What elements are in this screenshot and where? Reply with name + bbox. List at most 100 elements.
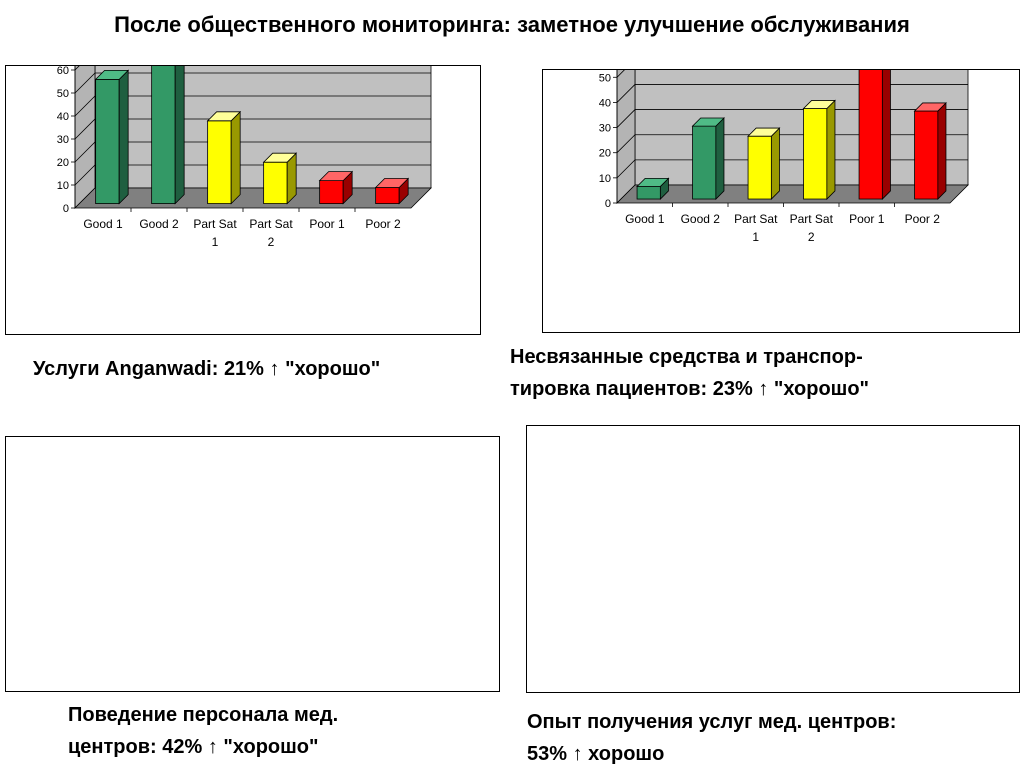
bar [747, 127, 781, 201]
x-tick-label: Good 2 [139, 217, 179, 231]
bar-top [262, 152, 298, 163]
bar-front [207, 120, 232, 205]
chart-back-wall [94, 66, 432, 189]
caption-staff-behaviour: Поведение персонала мед. центров: 42% ↑ … [68, 699, 338, 763]
x-tick-label: 2 [808, 230, 815, 244]
y-tick-label: 10 [57, 180, 69, 192]
gridline [74, 72, 431, 94]
y-tick-label: 0 [63, 203, 69, 215]
caption-line: Услуги Anganwadi: 21% ↑ "хорошо" [33, 358, 381, 380]
bar [802, 99, 836, 201]
bar-side [826, 99, 836, 201]
gridline [74, 164, 431, 186]
y-tick-label: 20 [599, 148, 611, 160]
x-tick-label: Poor 2 [365, 217, 401, 231]
caption-line: Опыт получения услуг мед. центров: [527, 711, 897, 733]
x-tick-label: 1 [212, 235, 219, 249]
bar [913, 101, 947, 201]
bar-front [747, 135, 772, 200]
bar-top [206, 111, 242, 122]
y-tick-label: 30 [599, 123, 611, 135]
x-tick-label: Good 1 [83, 217, 123, 231]
bar [94, 69, 130, 205]
bar-front [151, 66, 176, 204]
bar-side [881, 70, 891, 201]
bar-side [715, 117, 725, 201]
bar-front [319, 180, 344, 204]
gridline [74, 118, 431, 140]
bar-front [803, 108, 828, 200]
bar-front [914, 110, 939, 200]
x-tick-label: Part Sat [734, 212, 778, 226]
bar-top [802, 100, 836, 109]
gridline [74, 95, 431, 117]
caption-transport: Несвязанные средства и транспор- тировка… [510, 341, 869, 405]
bar [636, 177, 670, 201]
bar-top [636, 177, 670, 187]
gridline [74, 141, 431, 163]
x-tick-label: Poor 1 [309, 217, 345, 231]
x-tick-label: Good 1 [625, 212, 665, 226]
bar [374, 177, 410, 205]
caption-line: центров: 42% ↑ "хорошо" [68, 736, 319, 758]
y-tick-label: 30 [57, 134, 69, 146]
bar-front [858, 70, 883, 200]
bar [262, 152, 298, 205]
caption-anganwadi: Услуги Anganwadi: 21% ↑ "хорошо" [33, 353, 380, 385]
bar [318, 170, 354, 205]
bar-front [636, 186, 661, 200]
x-tick-label: Part Sat [790, 212, 834, 226]
bar-top [318, 171, 354, 181]
caption-line: 53% ↑ хорошо [527, 743, 665, 765]
caption-service-experience: Опыт получения услуг мед. центров: 53% ↑… [527, 706, 896, 770]
bar [858, 70, 891, 201]
bar-side [174, 66, 185, 205]
bar-side [230, 110, 241, 205]
x-tick-label: 1 [752, 230, 759, 244]
bar-front [95, 78, 120, 204]
x-tick-label: 2 [268, 235, 275, 249]
y-tick-label: 0 [605, 198, 611, 210]
y-tick-label: 50 [599, 72, 611, 84]
x-tick-label: Good 2 [681, 212, 721, 226]
caption-line: тировка пациентов: 23% ↑ "хорошо" [510, 378, 870, 400]
x-tick-label: Poor 1 [849, 212, 885, 226]
bar-top [94, 70, 130, 80]
y-tick-label: 50 [57, 88, 69, 100]
caption-line: Несвязанные средства и транспор- [510, 346, 863, 368]
gridline [616, 109, 968, 128]
y-tick-label: 20 [57, 157, 69, 169]
y-tick-label: 60 [57, 66, 69, 77]
bar-top [747, 127, 781, 137]
bar-front [375, 187, 400, 205]
caption-line: Поведение персонала мед. [68, 704, 339, 726]
bar-top [691, 117, 725, 127]
y-tick-label: 40 [57, 111, 69, 123]
bar-side [937, 101, 947, 201]
bar [691, 117, 725, 201]
gridline [616, 84, 968, 103]
x-tick-label: Part Sat [193, 217, 237, 231]
bar-top [913, 102, 947, 112]
bar-side [118, 69, 129, 205]
bar-side [770, 127, 780, 201]
gridline [616, 70, 625, 78]
y-tick-label: 40 [599, 97, 611, 109]
page-title: После общественного мониторинга: заметно… [114, 12, 910, 37]
bar-front [263, 161, 288, 204]
gridline [616, 134, 968, 153]
bar [206, 110, 242, 205]
y-tick-label: 10 [599, 173, 611, 185]
x-tick-label: Poor 2 [905, 212, 941, 226]
bar [151, 66, 185, 205]
bar-front [692, 125, 717, 200]
bar-top [374, 178, 410, 188]
